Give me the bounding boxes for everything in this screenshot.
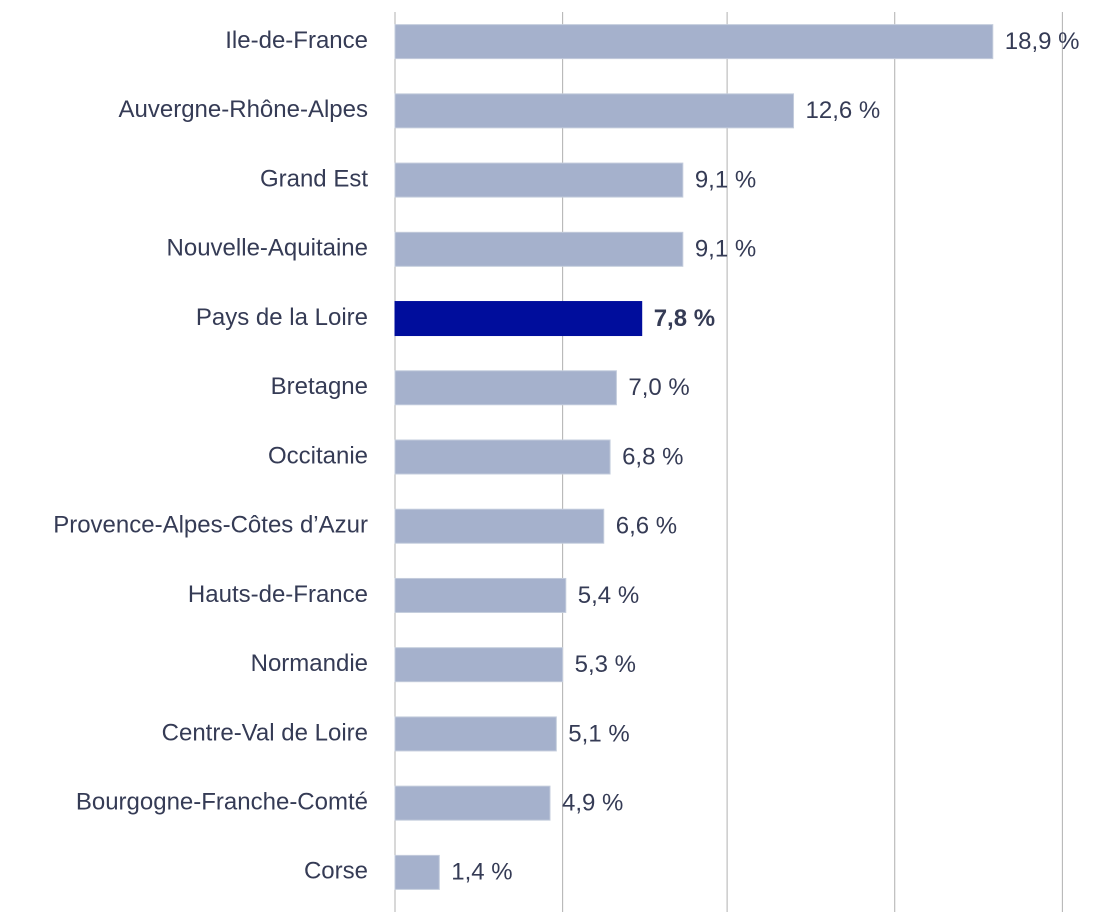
value-label: 5,3 % bbox=[575, 651, 636, 678]
bar bbox=[394, 370, 617, 406]
category-label: Nouvelle-Aquitaine bbox=[167, 235, 368, 262]
category-label: Pays de la Loire bbox=[196, 304, 368, 331]
value-label: 4,9 % bbox=[562, 789, 623, 816]
value-label: 7,0 % bbox=[628, 374, 689, 401]
bar bbox=[394, 785, 551, 821]
bar bbox=[394, 231, 684, 267]
value-label: 18,9 % bbox=[1005, 28, 1080, 55]
value-label: 12,6 % bbox=[806, 97, 881, 124]
bar bbox=[394, 508, 605, 544]
value-label: 9,1 % bbox=[695, 166, 756, 193]
category-label: Grand Est bbox=[260, 165, 368, 192]
value-label: 5,1 % bbox=[568, 720, 629, 747]
category-label: Centre-Val de Loire bbox=[162, 719, 368, 746]
value-label: 5,4 % bbox=[578, 582, 639, 609]
bar bbox=[394, 93, 795, 129]
category-label: Corse bbox=[304, 858, 368, 885]
bar bbox=[394, 854, 440, 890]
bar bbox=[394, 647, 564, 683]
bar bbox=[394, 162, 684, 198]
value-label: 6,6 % bbox=[616, 513, 677, 540]
category-label: Occitanie bbox=[268, 442, 368, 469]
bar bbox=[394, 24, 994, 60]
value-label: 7,8 % bbox=[654, 305, 715, 332]
category-label: Provence-Alpes-Côtes d’Azur bbox=[53, 512, 368, 539]
bar bbox=[394, 439, 611, 475]
value-label: 9,1 % bbox=[695, 236, 756, 263]
bar bbox=[394, 577, 567, 613]
bar bbox=[394, 301, 643, 337]
category-label: Hauts-de-France bbox=[188, 581, 368, 608]
category-label: Auvergne-Rhône-Alpes bbox=[119, 96, 368, 123]
value-label: 1,4 % bbox=[451, 859, 512, 886]
bar bbox=[394, 716, 557, 752]
category-label: Normandie bbox=[251, 650, 368, 677]
category-label: Ile-de-France bbox=[225, 27, 368, 54]
category-label: Bourgogne-Franche-Comté bbox=[76, 788, 368, 815]
category-label: Bretagne bbox=[271, 373, 368, 400]
value-label: 6,8 % bbox=[622, 443, 683, 470]
